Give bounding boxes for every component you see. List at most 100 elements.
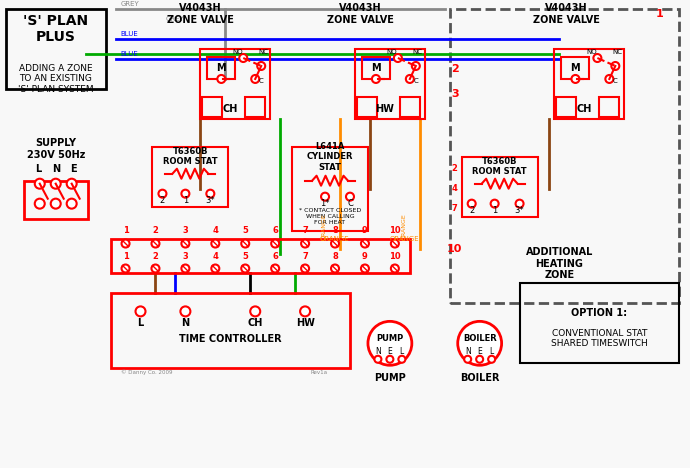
Circle shape bbox=[152, 264, 159, 272]
Circle shape bbox=[301, 264, 309, 272]
Text: 3*: 3* bbox=[206, 196, 215, 205]
Text: 3: 3 bbox=[451, 89, 459, 99]
Circle shape bbox=[241, 264, 249, 272]
Text: 2: 2 bbox=[452, 164, 457, 173]
Bar bbox=[23, 181, 88, 219]
Bar bbox=[400, 97, 420, 117]
Circle shape bbox=[34, 198, 45, 209]
Bar bbox=[355, 49, 425, 119]
Circle shape bbox=[159, 190, 166, 197]
Text: Rev1a: Rev1a bbox=[310, 370, 327, 375]
Circle shape bbox=[181, 240, 189, 248]
Text: NC: NC bbox=[413, 49, 423, 55]
Circle shape bbox=[488, 356, 495, 363]
Text: CH: CH bbox=[223, 104, 238, 114]
Text: E: E bbox=[477, 347, 482, 356]
Text: HW: HW bbox=[375, 104, 395, 114]
Text: 3: 3 bbox=[183, 226, 188, 234]
Circle shape bbox=[321, 193, 329, 201]
Circle shape bbox=[206, 190, 215, 197]
Circle shape bbox=[491, 200, 499, 208]
Text: 1: 1 bbox=[656, 9, 663, 19]
Text: C: C bbox=[259, 78, 264, 84]
Bar bbox=[6, 9, 106, 89]
Text: © Danny Co. 2009: © Danny Co. 2009 bbox=[121, 369, 172, 375]
Circle shape bbox=[515, 200, 524, 208]
Text: NC: NC bbox=[612, 49, 622, 55]
Text: 2: 2 bbox=[160, 196, 165, 205]
Text: C: C bbox=[413, 78, 418, 84]
Text: ORANGE: ORANGE bbox=[390, 235, 420, 241]
Text: L641A
CYLINDER
STAT: L641A CYLINDER STAT bbox=[307, 142, 353, 172]
Text: ORANGE: ORANGE bbox=[322, 213, 327, 240]
Text: GREY: GREY bbox=[166, 16, 184, 22]
Circle shape bbox=[271, 264, 279, 272]
Text: 10: 10 bbox=[389, 251, 401, 261]
Circle shape bbox=[331, 240, 339, 248]
Circle shape bbox=[241, 240, 249, 248]
Text: T6360B
ROOM STAT: T6360B ROOM STAT bbox=[473, 157, 527, 176]
Text: M: M bbox=[571, 63, 580, 73]
Circle shape bbox=[457, 322, 502, 365]
Bar bbox=[555, 49, 624, 119]
Text: V4043H
ZONE VALVE: V4043H ZONE VALVE bbox=[326, 3, 393, 25]
Text: 2: 2 bbox=[152, 251, 159, 261]
Bar bbox=[200, 49, 270, 119]
Text: 1*: 1* bbox=[320, 199, 330, 208]
Circle shape bbox=[67, 198, 77, 209]
Text: 1: 1 bbox=[123, 226, 128, 234]
Text: V4043H
ZONE VALVE: V4043H ZONE VALVE bbox=[533, 3, 600, 25]
Circle shape bbox=[300, 307, 310, 316]
Bar bbox=[357, 97, 377, 117]
Circle shape bbox=[181, 190, 189, 197]
Text: CH: CH bbox=[577, 104, 592, 114]
Circle shape bbox=[257, 62, 265, 70]
Circle shape bbox=[250, 307, 260, 316]
Text: L: L bbox=[400, 347, 404, 356]
Circle shape bbox=[464, 356, 471, 363]
Text: BLUE: BLUE bbox=[121, 31, 138, 37]
Circle shape bbox=[180, 307, 190, 316]
Text: 6: 6 bbox=[273, 226, 278, 234]
Circle shape bbox=[211, 264, 219, 272]
Circle shape bbox=[251, 75, 259, 83]
Bar bbox=[207, 57, 235, 79]
Circle shape bbox=[611, 62, 620, 70]
Bar bbox=[520, 284, 679, 363]
Text: L: L bbox=[137, 318, 144, 329]
Text: 7: 7 bbox=[302, 226, 308, 234]
Text: 8: 8 bbox=[332, 226, 338, 234]
Text: 4: 4 bbox=[213, 251, 218, 261]
Circle shape bbox=[331, 264, 339, 272]
Text: 6: 6 bbox=[273, 251, 278, 261]
Text: ADDITIONAL
HEATING
ZONE: ADDITIONAL HEATING ZONE bbox=[526, 247, 593, 280]
Text: 2: 2 bbox=[152, 226, 159, 234]
Bar bbox=[152, 147, 228, 207]
Text: ORANGE: ORANGE bbox=[320, 235, 350, 241]
Circle shape bbox=[217, 75, 226, 83]
Text: E: E bbox=[70, 164, 77, 174]
Text: BOILER: BOILER bbox=[463, 334, 497, 343]
Text: 4: 4 bbox=[213, 226, 218, 234]
Text: 2: 2 bbox=[469, 206, 474, 215]
Bar bbox=[462, 157, 538, 217]
Circle shape bbox=[398, 356, 405, 363]
Text: 9: 9 bbox=[362, 251, 368, 261]
Text: OPTION 1:: OPTION 1: bbox=[571, 308, 627, 318]
Circle shape bbox=[135, 307, 146, 316]
Circle shape bbox=[67, 179, 77, 189]
Circle shape bbox=[121, 264, 130, 272]
Circle shape bbox=[391, 264, 399, 272]
Circle shape bbox=[51, 198, 61, 209]
Text: N: N bbox=[465, 347, 471, 356]
Text: 5: 5 bbox=[242, 226, 248, 234]
Bar bbox=[110, 239, 410, 273]
Circle shape bbox=[476, 356, 483, 363]
Circle shape bbox=[239, 54, 247, 62]
Text: 3: 3 bbox=[183, 251, 188, 261]
Circle shape bbox=[368, 322, 412, 365]
Text: NC: NC bbox=[258, 49, 268, 55]
Bar bbox=[245, 97, 265, 117]
Text: N: N bbox=[52, 164, 60, 174]
Text: 1: 1 bbox=[492, 206, 497, 215]
